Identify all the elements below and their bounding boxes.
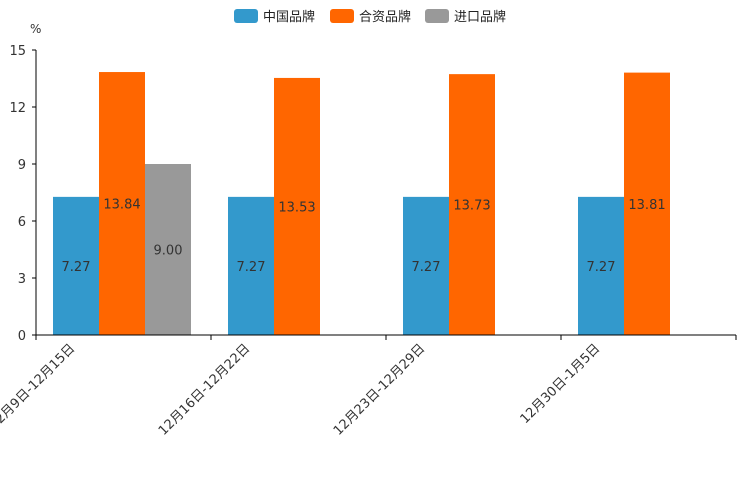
y-tick-label: 3 — [18, 272, 26, 287]
bar-value-label: 7.27 — [62, 260, 91, 275]
bar-value-label: 7.27 — [587, 260, 616, 275]
y-tick-label: 9 — [18, 158, 26, 173]
legend-label[interactable]: 合资品牌 — [359, 9, 411, 25]
bar — [624, 72, 670, 336]
bar — [145, 164, 191, 335]
legend: 中国品牌 合资品牌 进口品牌 — [234, 9, 506, 25]
y-tick-label: 6 — [18, 215, 26, 230]
legend-label[interactable]: 中国品牌 — [263, 9, 315, 25]
bar — [99, 72, 145, 335]
legend-swatch[interactable] — [234, 9, 258, 23]
bar-value-label: 7.27 — [237, 260, 266, 275]
legend-swatch[interactable] — [425, 9, 449, 23]
bar — [578, 196, 624, 335]
y-tick-label: 15 — [9, 44, 26, 59]
bars: 7.27 7.27 7.27 7.27 13.84 13.53 13.73 13.81 9.00 — [53, 72, 670, 336]
x-tick-label: 12月16日-12月22日 — [156, 341, 253, 438]
y-tick-label: 12 — [9, 101, 26, 116]
y-tick-label: 0 — [18, 329, 26, 344]
legend-swatch[interactable] — [330, 9, 354, 23]
y-axis-unit: % — [30, 22, 41, 36]
legend-label[interactable]: 进口品牌 — [454, 9, 506, 25]
bar-value-label: 7.27 — [412, 260, 441, 275]
x-axis: 12月9日-12月15日 12月16日-12月22日 12月23日-12月29日 12… — [0, 334, 737, 439]
bar — [53, 196, 99, 335]
y-axis: 0 3 6 9 12 15 — [9, 44, 37, 344]
x-tick-label: 12月9日-12月15日 — [0, 341, 78, 433]
bar-value-label: 9.00 — [154, 244, 183, 259]
bar-value-label: 13.84 — [103, 198, 140, 213]
x-tick-label: 12月23日-12月29日 — [331, 341, 428, 438]
bar — [274, 77, 320, 336]
x-tick-label: 12月30日-1月5日 — [518, 341, 604, 427]
bar-value-label: 13.73 — [453, 199, 490, 214]
bar — [228, 196, 274, 335]
bar — [449, 74, 495, 335]
bar-value-label: 13.81 — [628, 198, 665, 213]
bar-value-label: 13.53 — [278, 200, 315, 215]
bar — [403, 196, 449, 335]
